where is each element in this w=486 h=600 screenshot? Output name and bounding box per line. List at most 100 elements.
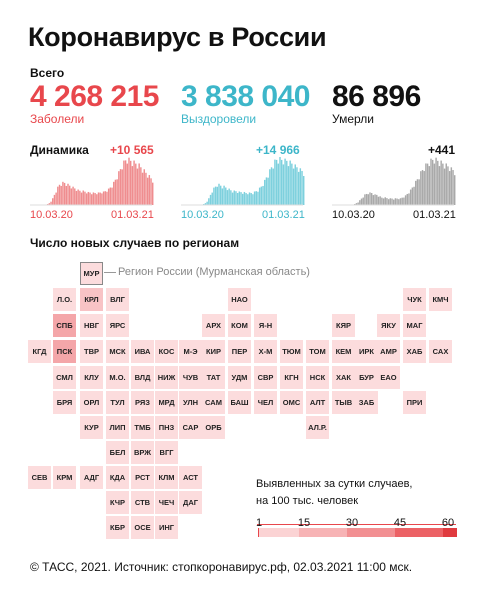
chart-0-bar: [113, 181, 115, 205]
chart-1-bar: [303, 176, 305, 205]
recovered-total: 3 838 040: [181, 80, 310, 113]
chart-2-bar: [428, 166, 431, 205]
chart-1-bar: [258, 187, 261, 205]
region-cell: ЧУВ: [179, 366, 202, 389]
chart-1-bar: [257, 191, 259, 205]
chart-0-bar: [119, 169, 122, 205]
chart-1-bar: [204, 203, 207, 205]
region-cell: КОС: [155, 340, 178, 363]
chart-2-bar: [384, 197, 386, 205]
recovered-delta: +14 966: [256, 143, 300, 157]
recovered-date-end: 01.03.21: [262, 209, 305, 221]
chart-1-bar: [230, 190, 232, 205]
legend-scale: [258, 528, 457, 537]
deaths-label: Умерли: [332, 112, 374, 126]
chart-0-bar: [52, 198, 54, 205]
chart-1-bar: [292, 168, 295, 205]
legend-axis-line: [257, 524, 456, 525]
chart-2-bar: [372, 195, 375, 205]
legend-tick-15: 15: [297, 517, 311, 529]
legend-segment-2: [299, 528, 347, 537]
chart-0-bar: [107, 188, 110, 205]
chart-0-bar: [74, 188, 76, 205]
region-cell: ТАТ: [202, 366, 225, 389]
region-cell: УДМ: [228, 366, 251, 389]
region-cell: МАГ: [403, 314, 426, 337]
region-cell: ТЫВ: [332, 391, 355, 414]
chart-0-bar: [97, 192, 100, 205]
region-cell: Л.О.: [53, 288, 76, 311]
chart-1-bar: [245, 193, 247, 205]
chart-2-bar: [355, 203, 358, 205]
region-cell: ОМС: [280, 391, 303, 414]
region-cell: ВРЖ: [131, 441, 154, 464]
chart-2-bar: [398, 199, 400, 205]
region-cell: ОРЛ: [80, 391, 103, 414]
chart-0-bar: [75, 190, 78, 205]
chart-2-bar: [442, 163, 444, 205]
chart-2-bar: [370, 193, 373, 205]
chart-1-bar: [225, 187, 227, 205]
region-cell: М-Э: [179, 340, 202, 363]
chart-1-bar: [211, 192, 213, 205]
region-cell: СЕВ: [28, 466, 51, 489]
chart-1-bar: [284, 158, 286, 205]
chart-0-bar: [131, 166, 134, 205]
region-cell: КМЧ: [429, 288, 452, 311]
chart-1-bar: [297, 171, 300, 205]
chart-1-bar: [250, 193, 252, 205]
chart-2: [332, 157, 456, 206]
legend-tick-1: 1: [255, 517, 263, 529]
chart-1-bar: [219, 185, 222, 205]
chart-2-bar: [367, 194, 370, 205]
region-cell: БЕЛ: [106, 441, 129, 464]
chart-2-bar: [399, 198, 402, 205]
region-cell: САМ: [202, 391, 225, 414]
chart-0-bar: [102, 191, 105, 205]
region-cell: Х-М: [254, 340, 277, 363]
legend-line-1: Выявленных за сутки случаев,: [256, 478, 413, 490]
region-cell: М.О.: [106, 366, 129, 389]
region-cell: ИРК: [355, 340, 378, 363]
region-cell: КГН: [280, 366, 303, 389]
chart-1-bar: [260, 186, 263, 205]
region-cell: КЧР: [106, 491, 129, 514]
region-cell: ВЛД: [131, 366, 154, 389]
region-cell: БУР: [355, 366, 378, 389]
chart-1-bar: [218, 183, 220, 205]
chart-2-bar: [437, 160, 439, 205]
chart-0-bar: [136, 168, 139, 205]
region-cell: АЛ.Р.: [306, 416, 329, 439]
chart-0-bar: [89, 192, 91, 205]
chart-2-bar: [364, 194, 366, 205]
chart-2-bar: [379, 196, 381, 205]
chart-2-bar: [452, 170, 454, 205]
chart-2-bar: [431, 159, 434, 205]
chart-2-bar: [454, 175, 456, 205]
chart-2-bar: [433, 163, 436, 205]
chart-0-bar: [87, 191, 90, 205]
cases-date-end: 01.03.21: [111, 209, 154, 221]
chart-1-bar: [253, 191, 256, 205]
region-cell: КУР: [80, 416, 103, 439]
dynamics-label: Динамика: [30, 143, 89, 157]
chart-2-bar: [393, 199, 395, 205]
chart-1-bar: [226, 190, 229, 205]
region-cell: ВГГ: [155, 441, 178, 464]
chart-0: [30, 157, 154, 206]
chart-0-bar: [152, 182, 154, 205]
chart-1-bar: [235, 191, 237, 205]
region-cell: ЯРС: [106, 314, 129, 337]
legend-segment-5: [443, 528, 457, 537]
chart-1-bar: [209, 194, 212, 205]
legend-segment-3: [347, 528, 395, 537]
chart-0-bar: [148, 175, 151, 205]
region-cell: ОРБ: [202, 416, 225, 439]
region-cell: ТМБ: [131, 416, 154, 439]
chart-1-bar: [296, 167, 298, 205]
chart-2-bar: [386, 198, 388, 205]
region-cell: Я-Н: [254, 314, 277, 337]
chart-0-bar: [114, 179, 117, 205]
chart-1-bar: [248, 192, 251, 205]
chart-0-bar: [133, 160, 135, 205]
